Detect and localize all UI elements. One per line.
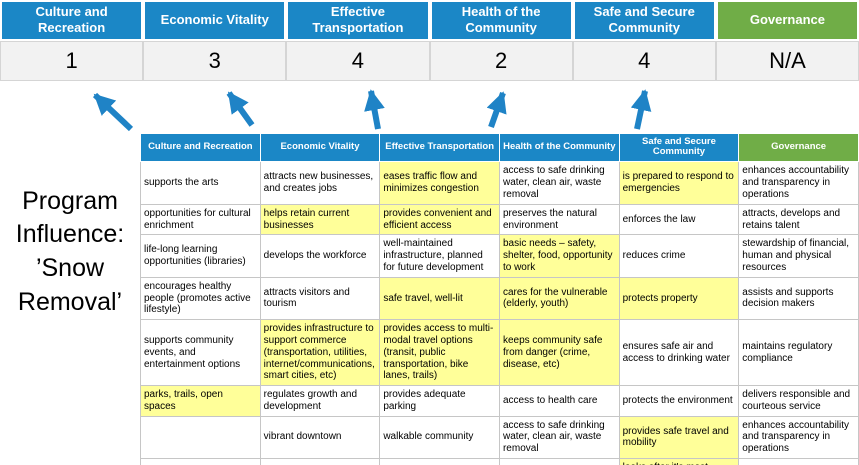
- matrix-header-0: Culture and Recreation: [140, 132, 261, 163]
- matrix-cell-6-3: access to safe drinking water, clean air…: [498, 415, 620, 460]
- matrix-cell-0-2: eases traffic flow and minimizes congest…: [379, 161, 500, 205]
- matrix-cell-1-4: enforces the law: [618, 203, 740, 236]
- matrix-cell-7-4: looks after it's most vulnerable: [618, 458, 740, 465]
- matrix-cell-7-1: [259, 458, 381, 465]
- matrix-cell-2-1: develops the workforce: [259, 234, 381, 278]
- matrix-cell-6-2: walkable community: [379, 415, 500, 460]
- matrix-cell-4-3: keeps community safe from danger (crime,…: [498, 319, 620, 387]
- matrix-cell-7-2: [379, 458, 500, 465]
- program-title: Program Influence: ’Snow Removal’: [15, 186, 125, 316]
- matrix-cell-3-1: attracts visitors and tourism: [259, 276, 381, 321]
- matrix-cell-0-3: access to safe drinking water, clean air…: [498, 161, 620, 205]
- category-header-1: Economic Vitality: [143, 0, 287, 41]
- matrix-row-7: looks after it's most vulnerable: [140, 458, 859, 465]
- matrix-cell-5-0: parks, trails, open spaces: [140, 385, 261, 417]
- matrix-cell-2-2: well-maintained infrastructure, planned …: [379, 234, 500, 278]
- arrow-icon: [92, 88, 652, 131]
- matrix-row-1: opportunities for cultural enrichment hel…: [140, 203, 859, 236]
- matrix-cell-7-3: [498, 458, 620, 465]
- main-content: Program Influence: ’Snow Removal’ Cultur…: [0, 132, 859, 465]
- score-value-5: N/A: [715, 40, 859, 81]
- matrix-row-6: vibrant downtown walkable community access…: [140, 415, 859, 460]
- matrix-cell-2-3: basic needs – safety, shelter, food, opp…: [498, 234, 620, 278]
- matrix-row-3: encourages healthy people (promotes acti…: [140, 276, 859, 321]
- matrix-row-0: supports the arts attracts new businesses…: [140, 161, 859, 205]
- matrix-cell-2-5: stewardship of financial, human and phys…: [738, 234, 859, 278]
- matrix-cell-6-4: provides safe travel and mobility: [618, 415, 740, 460]
- matrix-header-5: Governance: [738, 132, 859, 163]
- matrix-cell-2-0: life-long learning opportunities (librar…: [140, 234, 261, 278]
- matrix-row-5: parks, trails, open spaces regulates grow…: [140, 385, 859, 417]
- matrix-cell-5-1: regulates growth and development: [259, 385, 381, 417]
- matrix-row-4: supports community events, and entertain…: [140, 319, 859, 387]
- matrix-cell-3-0: encourages healthy people (promotes acti…: [140, 276, 261, 321]
- matrix-cell-4-4: ensures safe air and access to drinking …: [618, 319, 740, 387]
- matrix-cell-3-4: protects property: [618, 276, 740, 321]
- category-score-band: Culture and Recreation Economic Vitality E…: [0, 0, 859, 81]
- matrix-cell-5-4: protects the environment: [618, 385, 740, 417]
- matrix-cell-6-1: vibrant downtown: [259, 415, 381, 460]
- matrix-cell-5-3: access to health care: [498, 385, 620, 417]
- matrix-cell-1-2: provides convenient and efficient access: [379, 203, 500, 236]
- matrix-cell-0-0: supports the arts: [140, 161, 261, 205]
- matrix-header-4: Safe and Secure Community: [618, 132, 740, 163]
- influence-matrix: Culture and Recreation Economic Vitality E…: [140, 132, 859, 465]
- category-header-5: Governance: [715, 0, 859, 41]
- category-header-0: Culture and Recreation: [0, 0, 144, 41]
- matrix-cell-1-5: attracts, develops and retains talent: [738, 203, 859, 236]
- matrix-cell-4-2: provides access to multi-modal travel op…: [379, 319, 500, 387]
- matrix-cell-7-5: [738, 458, 859, 465]
- matrix-cell-0-1: attracts new businesses, and creates job…: [259, 161, 381, 205]
- score-value-3: 2: [429, 40, 573, 81]
- matrix-cell-5-5: delivers responsible and courteous servi…: [738, 385, 859, 417]
- matrix-row-2: life-long learning opportunities (librar…: [140, 234, 859, 278]
- matrix-cell-3-2: safe travel, well-lit: [379, 276, 500, 321]
- category-header-2: Effective Transportation: [286, 0, 430, 41]
- score-value-2: 4: [286, 40, 430, 81]
- influence-matrix-wrap: Culture and Recreation Economic Vitality E…: [140, 132, 859, 465]
- score-value-0: 1: [0, 40, 144, 81]
- matrix-cell-6-5: enhances accountability and transparency…: [738, 415, 859, 460]
- matrix-cell-1-3: preserves the natural environment: [498, 203, 620, 236]
- matrix-header-row: Culture and Recreation Economic Vitality E…: [140, 132, 859, 163]
- matrix-cell-7-0: [140, 458, 261, 465]
- score-row: 1 3 4 2 4 N/A: [0, 40, 859, 81]
- matrix-cell-3-3: cares for the vulnerable (elderly, youth…: [498, 276, 620, 321]
- category-header-row: Culture and Recreation Economic Vitality E…: [0, 0, 859, 41]
- matrix-cell-4-5: maintains regulatory compliance: [738, 319, 859, 387]
- matrix-cell-2-4: reduces crime: [618, 234, 740, 278]
- matrix-cell-0-4: is prepared to respond to emergencies: [618, 161, 740, 205]
- category-header-3: Health of the Community: [429, 0, 573, 41]
- score-value-1: 3: [143, 40, 287, 81]
- matrix-cell-1-1: helps retain current businesses: [259, 203, 381, 236]
- matrix-cell-6-0: [140, 415, 261, 460]
- matrix-cell-1-0: opportunities for cultural enrichment: [140, 203, 261, 236]
- matrix-cell-5-2: provides adequate parking: [379, 385, 500, 417]
- matrix-header-1: Economic Vitality: [259, 132, 381, 163]
- matrix-cell-4-0: supports community events, and entertain…: [140, 319, 261, 387]
- matrix-cell-4-1: provides infrastructure to support comme…: [259, 319, 381, 387]
- matrix-cell-0-5: enhances accountability and transparency…: [738, 161, 859, 205]
- matrix-header-3: Health of the Community: [498, 132, 620, 163]
- influence-arrows: [92, 88, 652, 131]
- matrix-cell-3-5: assists and supports decision makers: [738, 276, 859, 321]
- matrix-header-2: Effective Transportation: [379, 132, 500, 163]
- score-value-4: 4: [572, 40, 716, 81]
- category-header-4: Safe and Secure Community: [572, 0, 716, 41]
